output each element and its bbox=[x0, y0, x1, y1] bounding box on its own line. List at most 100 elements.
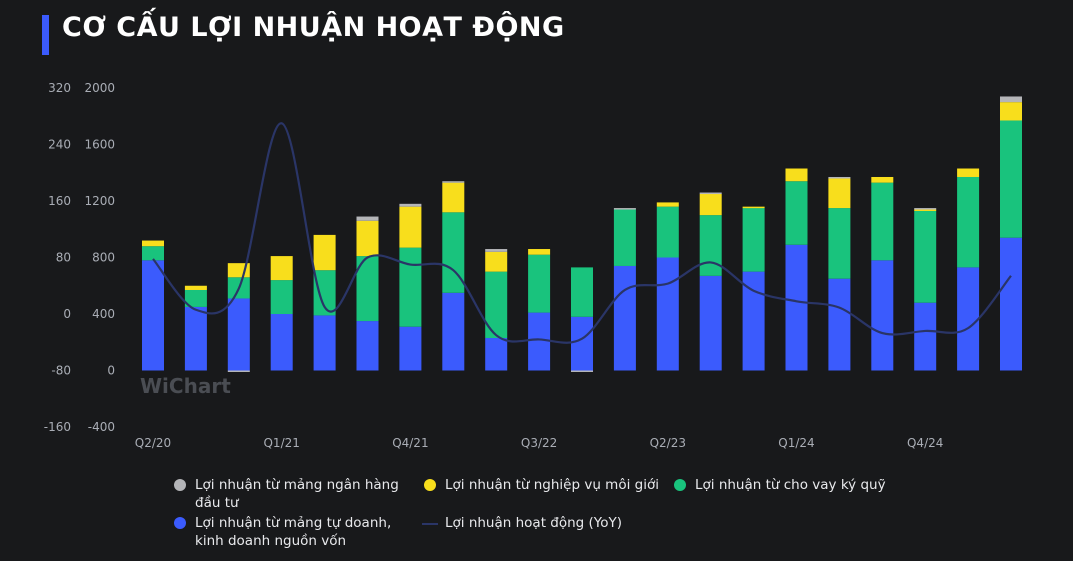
bar-segment-bank bbox=[356, 216, 379, 221]
legend-dot-brokerage bbox=[424, 479, 436, 491]
left-axis-tick-label: 2000 bbox=[84, 81, 115, 95]
legend-line-yoy bbox=[422, 523, 438, 525]
bar-segment-margin bbox=[399, 247, 422, 327]
bar-segment-brokerage bbox=[270, 256, 293, 281]
bar-segment-brokerage bbox=[656, 202, 679, 207]
bar-segment-brokerage bbox=[313, 234, 336, 271]
legend-label-brokerage: Lợi nhuận từ nghiệp vụ môi giới bbox=[445, 477, 659, 493]
left-axis-tick-label: 400 bbox=[92, 307, 115, 321]
bar-segment-prop bbox=[914, 302, 937, 371]
bar-segment-brokerage bbox=[828, 178, 851, 209]
x-axis-tick-label: Q1/24 bbox=[778, 436, 814, 450]
legend-item-prop[interactable]: Lợi nhuận từ mảng tự doanh, kinh doanh n… bbox=[174, 514, 424, 550]
bar-segment-margin bbox=[313, 270, 336, 316]
bar-segment-brokerage bbox=[184, 285, 207, 290]
bar-segment-bank bbox=[828, 176, 851, 179]
right-y-axis: 320 240 160 80 0 -80 -160 bbox=[44, 81, 71, 434]
bar-segment-brokerage bbox=[957, 168, 980, 177]
bar-segment-bank bbox=[699, 192, 722, 195]
left-y-axis: 2000 1600 1200 800 400 0 -400 bbox=[84, 81, 115, 434]
bar-segment-margin bbox=[914, 210, 937, 303]
bar-segment-margin bbox=[442, 212, 465, 293]
bar-segment-margin bbox=[270, 280, 293, 314]
bar-segment-prop bbox=[613, 265, 636, 371]
legend-item-yoy[interactable]: Lợi nhuận hoạt động (YoY) bbox=[422, 514, 682, 532]
bar-segment-prop bbox=[1000, 237, 1022, 371]
right-axis-tick-label: 0 bbox=[63, 307, 71, 321]
right-axis-tick-label: 80 bbox=[56, 251, 71, 265]
legend-label-yoy: Lợi nhuận hoạt động (YoY) bbox=[445, 515, 623, 531]
bar-segment-prop bbox=[785, 244, 808, 371]
x-axis-tick-label: Q3/22 bbox=[521, 436, 557, 450]
bar-segment-prop bbox=[184, 306, 207, 371]
bar-segment-bank bbox=[914, 208, 937, 210]
right-axis-tick-label: 160 bbox=[48, 194, 71, 208]
bar-segment-brokerage bbox=[142, 240, 164, 247]
bar-segment-prop bbox=[742, 271, 765, 371]
bar-segment-brokerage bbox=[1000, 102, 1022, 121]
yoy-line bbox=[152, 122, 1012, 344]
bar-segment-prop bbox=[227, 298, 250, 371]
bar-segment-brokerage bbox=[914, 209, 937, 211]
bar-segment-margin bbox=[828, 208, 851, 279]
bar-segment-bank bbox=[485, 249, 508, 252]
legend-item-brokerage[interactable]: Lợi nhuận từ nghiệp vụ môi giới bbox=[424, 476, 684, 494]
bar-segment-brokerage bbox=[356, 220, 379, 257]
bar-segment-brokerage bbox=[528, 249, 551, 255]
left-axis-tick-label: -400 bbox=[88, 420, 115, 434]
yoy-line-series bbox=[152, 122, 1012, 344]
bar-segment-margin bbox=[1000, 120, 1022, 238]
legend-dot-margin bbox=[674, 479, 686, 491]
bar-segment-brokerage bbox=[785, 168, 808, 182]
bar-segment-brokerage bbox=[699, 193, 722, 216]
bar-segment-margin bbox=[871, 182, 894, 261]
bar-segment-margin bbox=[485, 271, 508, 339]
legend-label-margin: Lợi nhuận từ cho vay ký quỹ bbox=[695, 477, 886, 493]
left-axis-tick-label: 0 bbox=[107, 364, 115, 378]
legend-item-bank[interactable]: Lợi nhuận từ mảng ngân hàng đầu tư bbox=[174, 476, 424, 512]
bar-segment-bank bbox=[227, 370, 250, 372]
right-axis-tick-label: 320 bbox=[48, 81, 71, 95]
left-axis-tick-label: 800 bbox=[92, 251, 115, 265]
bar-segment-bank bbox=[571, 370, 593, 372]
bar-segment-margin bbox=[656, 206, 679, 258]
bar-segment-bank bbox=[1000, 96, 1022, 103]
chart-title: CƠ CẤU LỢI NHUẬN HOẠT ĐỘNG bbox=[62, 12, 565, 43]
bar-segment-bank bbox=[613, 208, 636, 210]
bar-segment-bank bbox=[442, 181, 465, 183]
bar-segment-prop bbox=[313, 315, 336, 371]
watermark-logo: WiChart bbox=[140, 374, 231, 398]
legend-label-bank: Lợi nhuận từ mảng ngân hàng đầu tư bbox=[195, 477, 399, 511]
bar-segment-prop bbox=[399, 326, 422, 371]
x-axis-tick-label: Q1/21 bbox=[263, 436, 299, 450]
bar-segment-prop bbox=[442, 292, 465, 371]
bar-segment-prop bbox=[656, 257, 679, 371]
right-axis-tick-label: 240 bbox=[48, 138, 71, 152]
bar-segment-prop bbox=[356, 321, 379, 371]
x-axis-tick-label: Q2/23 bbox=[650, 436, 686, 450]
left-axis-tick-label: 1600 bbox=[84, 138, 115, 152]
x-axis-tick-label: Q4/24 bbox=[907, 436, 943, 450]
bar-segment-prop bbox=[270, 314, 293, 371]
bar-segment-bank bbox=[399, 203, 422, 207]
legend-dot-prop bbox=[174, 517, 186, 529]
bar-segment-brokerage bbox=[485, 251, 508, 272]
bar-segment-margin bbox=[699, 215, 722, 276]
bar-segment-margin bbox=[571, 267, 593, 317]
bar-segment-prop bbox=[528, 312, 551, 371]
bar-segment-prop bbox=[957, 267, 980, 371]
bar-segment-margin bbox=[957, 176, 980, 268]
title-accent-bar bbox=[42, 15, 49, 55]
bar-segment-brokerage bbox=[871, 176, 894, 183]
bar-segment-prop bbox=[142, 260, 164, 371]
bar-segment-prop bbox=[871, 260, 894, 371]
x-axis-tick-label: Q2/20 bbox=[135, 436, 171, 450]
bar-series bbox=[142, 96, 1022, 372]
bar-segment-margin bbox=[528, 254, 551, 313]
legend-item-margin[interactable]: Lợi nhuận từ cho vay ký quỹ bbox=[674, 476, 934, 494]
bar-segment-brokerage bbox=[442, 182, 465, 213]
x-axis-tick-label: Q4/21 bbox=[392, 436, 428, 450]
bar-segment-margin bbox=[356, 256, 379, 322]
bar-segment-prop bbox=[699, 275, 722, 371]
